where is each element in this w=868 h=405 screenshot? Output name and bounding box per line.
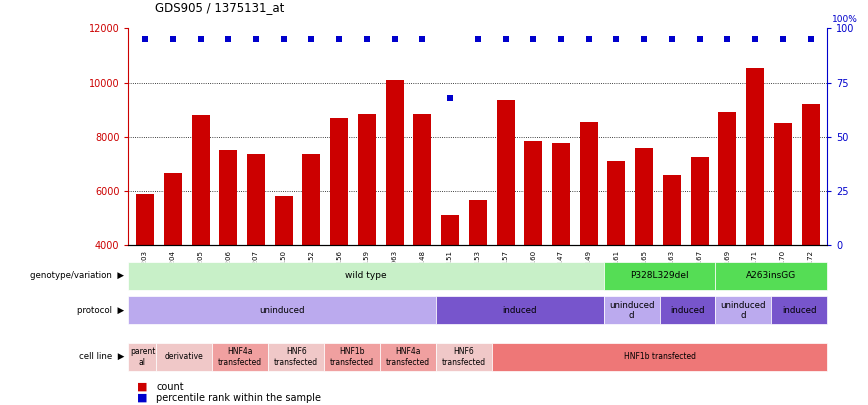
Point [166,36,180,43]
Point [526,36,540,43]
Point [416,36,430,43]
Bar [358,114,376,354]
Point [360,36,374,43]
Bar [663,175,681,354]
Text: HNF6
transfected: HNF6 transfected [274,347,319,367]
Text: HNF1b transfected: HNF1b transfected [623,352,695,361]
Text: HNF4a
transfected: HNF4a transfected [386,347,430,367]
Point [194,36,207,43]
Text: percentile rank within the sample: percentile rank within the sample [156,393,321,403]
Text: induced: induced [503,306,537,315]
Text: induced: induced [782,306,817,315]
Point [554,36,568,43]
Bar [302,154,320,354]
Point [138,36,152,43]
Text: protocol  ▶: protocol ▶ [77,306,124,315]
Bar [746,68,764,354]
Point [444,94,457,101]
Bar [801,104,819,354]
Text: genotype/variation  ▶: genotype/variation ▶ [30,271,124,280]
Point [776,36,790,43]
Bar [136,194,155,354]
Text: derivative: derivative [165,352,204,361]
Text: GDS905 / 1375131_at: GDS905 / 1375131_at [155,1,284,14]
Text: A263insGG: A263insGG [746,271,797,280]
Bar [164,173,181,354]
Point [277,36,291,43]
Point [804,36,818,43]
Bar [275,196,293,354]
Bar [608,161,626,354]
Text: HNF1b
transfected: HNF1b transfected [330,347,374,367]
Point [388,36,402,43]
Point [609,36,623,43]
Text: induced: induced [670,306,705,315]
Bar [691,157,708,354]
Bar [524,141,542,354]
Text: P328L329del: P328L329del [630,271,689,280]
Point [249,36,263,43]
Point [665,36,679,43]
Bar [441,215,459,354]
Point [637,36,651,43]
Bar [220,150,237,354]
Bar [635,147,654,354]
Bar [580,122,598,354]
Text: ■: ■ [137,382,148,392]
Bar [719,112,736,354]
Bar [413,114,431,354]
Text: HNF4a
transfected: HNF4a transfected [218,347,262,367]
Text: uninduced
d: uninduced d [720,301,766,320]
Text: wild type: wild type [345,271,387,280]
Text: ■: ■ [137,393,148,403]
Point [720,36,734,43]
Point [498,36,512,43]
Point [332,36,346,43]
Text: 100%: 100% [832,15,858,24]
Text: HNF6
transfected: HNF6 transfected [442,347,486,367]
Text: uninduced
d: uninduced d [608,301,654,320]
Bar [552,143,570,354]
Bar [330,118,348,354]
Point [470,36,484,43]
Bar [385,80,404,354]
Text: uninduced: uninduced [260,306,305,315]
Point [221,36,235,43]
Text: parent
al: parent al [129,347,155,367]
Point [305,36,319,43]
Point [582,36,595,43]
Bar [247,154,265,354]
Text: cell line  ▶: cell line ▶ [79,352,124,361]
Point [748,36,762,43]
Text: count: count [156,382,184,392]
Bar [192,115,209,354]
Point [693,36,707,43]
Bar [496,100,515,354]
Bar [774,123,792,354]
Bar [469,200,487,354]
